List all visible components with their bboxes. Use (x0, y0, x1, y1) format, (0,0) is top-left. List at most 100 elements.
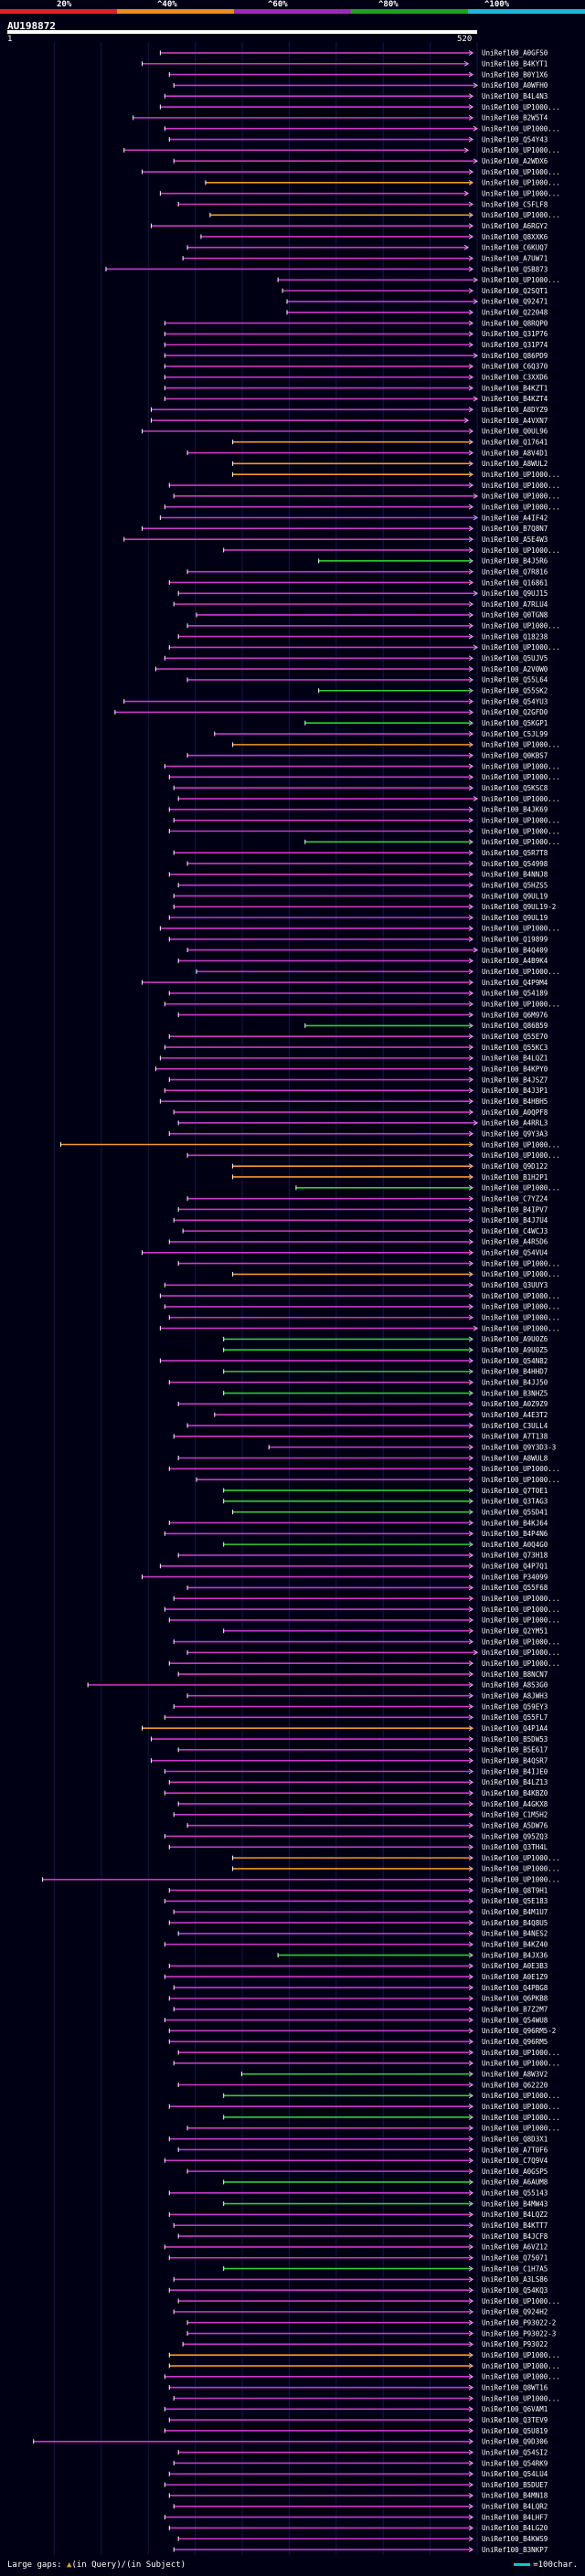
hit-end-arrow (468, 1217, 473, 1224)
hit-label: UniRef100_UP1000... (482, 622, 560, 631)
hit-end-arrow (468, 882, 473, 888)
hit-end-arrow (468, 472, 473, 478)
hit-end-arrow (468, 1930, 473, 1936)
hit-label: UniRef100_Q4P7Q1 (482, 1563, 548, 1571)
hit-label: UniRef100_Q96RM5 (482, 2038, 548, 2046)
hit-label: UniRef100_UP1000... (482, 1854, 560, 1862)
hit-label: UniRef100_B4J7U4 (482, 1216, 548, 1224)
hit-end-arrow (468, 223, 473, 229)
hit-end-arrow (468, 2115, 473, 2120)
hit-label: UniRef100_Q54YU3 (482, 697, 548, 705)
hit-label: UniRef100_Q9UL19-2 (482, 903, 556, 911)
hit-end-arrow (468, 1811, 473, 1818)
hit-label: UniRef100_B4L4N3 (482, 92, 548, 101)
hit-end-arrow (468, 461, 473, 467)
hit-end-arrow (468, 1887, 473, 1893)
hit-label: UniRef100_UP1000... (482, 1140, 560, 1149)
hit-end-arrow (468, 752, 473, 758)
hit-label: UniRef100_Q96RM5-2 (482, 2027, 556, 2035)
hit-label: UniRef100_Q31P74 (482, 341, 548, 349)
hit-label: UniRef100_Q4P1A4 (482, 1724, 548, 1733)
hit-end-arrow (463, 190, 470, 196)
hit-end-arrow (468, 709, 473, 716)
hit-label: UniRef100_UP1000... (482, 1865, 560, 1873)
hit-end-arrow (468, 1542, 473, 1548)
hit-label: UniRef100_B4LHF7 (482, 2513, 548, 2521)
hit-label: UniRef100_UP1000... (482, 1270, 560, 1278)
hit-end-arrow (468, 288, 473, 294)
hit-label: UniRef100_C7Q9V4 (482, 2157, 548, 2165)
hit-label: UniRef100_UP1000... (482, 795, 560, 803)
hit-end-arrow (468, 806, 473, 812)
query-id: AU198872 (7, 20, 56, 32)
hit-label: UniRef100_Q9UJ15 (482, 589, 548, 598)
gaps-subject-label: (in Subject) (126, 2560, 186, 2570)
hit-label: UniRef100_Q75071 (482, 2254, 548, 2263)
hit-label: UniRef100_UP1000... (482, 1292, 560, 1300)
hit-end-arrow (473, 514, 478, 521)
hit-label: UniRef100_B4LG20 (482, 2524, 548, 2532)
hit-end-arrow (468, 93, 473, 100)
hit-end-arrow (468, 2525, 473, 2531)
hit-end-arrow (468, 2276, 473, 2283)
hit-label: UniRef100_Q2YM51 (482, 1627, 548, 1636)
hit-end-arrow (468, 1477, 473, 1483)
hit-end-arrow (468, 2308, 473, 2315)
hit-label: UniRef100_Q54189 (482, 990, 548, 998)
hit-end-arrow (468, 1779, 473, 1786)
hit-end-arrow (468, 2298, 473, 2304)
hit-end-arrow (468, 2287, 473, 2294)
hit-label: UniRef100_Q5SD41 (482, 1508, 548, 1516)
hit-label: UniRef100_UP1000... (482, 1465, 560, 1473)
hit-end-arrow (468, 2373, 473, 2380)
hit-end-arrow (468, 861, 473, 866)
hit-label: UniRef100_Q3TEV9 (482, 2416, 548, 2424)
hit-end-arrow (468, 1876, 473, 1882)
hit-end-arrow (468, 1195, 473, 1202)
hit-end-arrow (468, 612, 473, 618)
hit-end-arrow (468, 1585, 473, 1591)
hit-end-arrow (468, 1239, 473, 1245)
hit-end-arrow (468, 1703, 473, 1710)
scale-label-20: 20% (57, 0, 72, 9)
scale-segment (0, 9, 117, 14)
hit-end-arrow (468, 331, 473, 337)
hit-label: UniRef100_A5E4W3 (482, 535, 548, 544)
hit-end-arrow (468, 2028, 473, 2034)
hit-end-arrow (468, 374, 473, 380)
hit-label: UniRef100_Q17641 (482, 439, 548, 447)
hit-label: UniRef100_Q9UL19 (482, 914, 548, 922)
hit-end-arrow (468, 104, 473, 110)
hit-label: UniRef100_Q4PBG8 (482, 1984, 548, 1992)
hit-end-arrow (468, 893, 473, 899)
hit-label: UniRef100_A5DW76 (482, 1821, 548, 1829)
hit-label: UniRef100_B4IPV7 (482, 1205, 548, 1214)
hit-label: UniRef100_Q5E183 (482, 1897, 548, 1905)
hit-end-arrow (468, 2384, 473, 2390)
hit-label: UniRef100_Q55143 (482, 2189, 548, 2198)
hit-label: UniRef100_B4JCF8 (482, 2232, 548, 2241)
hit-label: UniRef100_UP1000... (482, 1151, 560, 1160)
scale-label-80: ^80% (378, 0, 399, 9)
hit-end-arrow (468, 2449, 473, 2455)
hit-end-arrow (468, 1293, 473, 1299)
hit-end-arrow (468, 969, 473, 975)
hit-end-arrow (468, 1444, 473, 1450)
hit-end-arrow (468, 1163, 473, 1170)
hit-end-arrow (468, 676, 473, 683)
hit-end-arrow (473, 396, 478, 402)
hit-label: UniRef100_B5DUE7 (482, 2481, 548, 2489)
hit-end-arrow (468, 1466, 473, 1472)
hit-label: UniRef100_A0GSP5 (482, 2168, 548, 2176)
hit-label: UniRef100_UP1000... (482, 827, 560, 835)
hit-label: UniRef100_UP1000... (482, 1617, 560, 1625)
hit-end-arrow (468, 1455, 473, 1461)
hit-end-arrow (468, 1844, 473, 1850)
hit-label: UniRef100_B4QSR7 (482, 1756, 548, 1765)
hit-label: UniRef100_Q2GFD0 (482, 708, 548, 716)
hit-label: UniRef100_A2WDX6 (482, 157, 548, 165)
hit-label: UniRef100_A7T0F6 (482, 2146, 548, 2154)
hit-end-arrow (468, 1076, 473, 1083)
hit-end-arrow (468, 1358, 473, 1363)
hit-label: UniRef100_B4M1U7 (482, 1908, 548, 1916)
